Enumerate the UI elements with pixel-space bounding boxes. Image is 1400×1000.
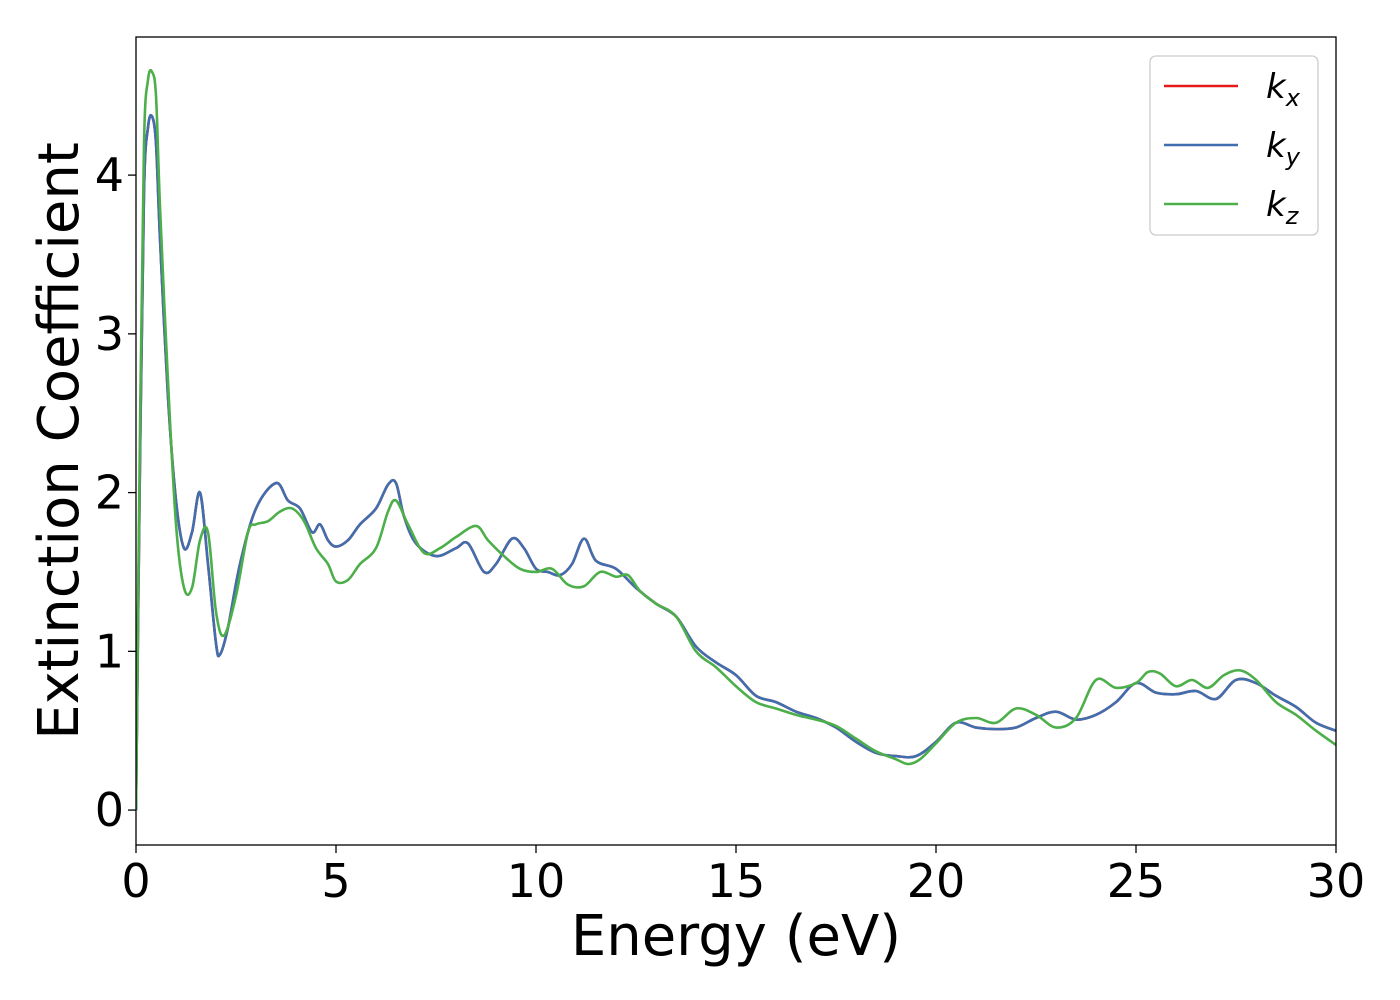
legend-label-main: k	[1266, 185, 1287, 225]
x-tick-label: 0	[121, 854, 150, 908]
y-tick-label: 2	[95, 466, 124, 520]
legend-label-sub: z	[1285, 202, 1300, 230]
legend-label-k_z: kz	[1266, 185, 1300, 230]
x-tick-label: 5	[321, 854, 350, 908]
x-tick-label: 10	[507, 854, 566, 908]
y-tick-label: 4	[95, 148, 124, 202]
legend-label-main: k	[1266, 126, 1287, 166]
y-tick-label: 3	[95, 307, 124, 361]
x-tick-label: 15	[707, 854, 766, 908]
plot-lines	[136, 68, 1336, 811]
y-tick-label: 1	[95, 624, 124, 678]
x-axis-label: Energy (eV)	[571, 904, 901, 969]
legend-label-main: k	[1266, 67, 1287, 107]
x-tick-label: 25	[1107, 854, 1166, 908]
legend-label-sub: x	[1285, 84, 1301, 112]
x-tick-label: 30	[1307, 854, 1366, 908]
legend-label-k_y: ky	[1266, 126, 1301, 171]
y-ticks: 0 1 2 3 4	[95, 148, 136, 837]
y-axis-label: Extinction Coefficient	[27, 142, 92, 740]
series-line-k_z	[136, 68, 1336, 811]
y-tick-label: 0	[95, 783, 124, 837]
plot-frame	[135, 36, 1337, 846]
legend-label-k_x: kx	[1266, 67, 1301, 112]
x-ticks: 0 5 10 15 20 25 30	[121, 845, 1365, 908]
x-tick-label: 20	[907, 854, 966, 908]
series-line-k_y	[136, 113, 1336, 811]
legend-label-sub: y	[1285, 143, 1301, 171]
